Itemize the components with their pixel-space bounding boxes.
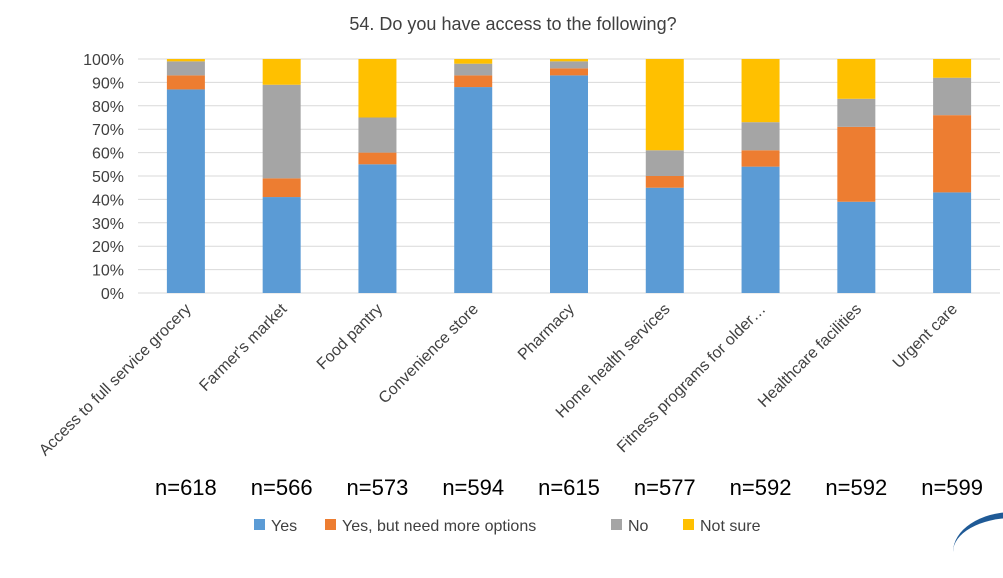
bar-segment [262, 197, 301, 293]
bar-segment [837, 126, 876, 202]
sample-size-label: n=573 [347, 475, 409, 500]
y-tick-label: 90% [92, 75, 124, 92]
bar-segment [645, 150, 684, 176]
sample-size-label: n=599 [921, 475, 983, 500]
sample-size-label: n=592 [730, 475, 792, 500]
x-category-label: Pharmacy [515, 301, 578, 364]
sample-size-label: n=618 [155, 475, 217, 500]
bar-segment [837, 98, 876, 127]
x-category-label: Convenience store [376, 301, 482, 407]
bar-segment [358, 152, 397, 165]
bar-segment [741, 122, 780, 151]
sample-size-label: n=615 [538, 475, 600, 500]
bar-segment [262, 84, 301, 179]
sample-size-label: n=566 [251, 475, 313, 500]
bar-segment [933, 115, 972, 193]
x-category-label: Healthcare facilities [755, 301, 865, 411]
bars [166, 59, 972, 293]
bar-segment [550, 68, 588, 76]
legend: Yes Yes, but need more options No Not sure [254, 518, 761, 535]
legend-swatch [325, 519, 336, 530]
bar-segment [550, 75, 588, 293]
y-tick-label: 50% [92, 169, 124, 186]
sample-size-label: n=592 [825, 475, 887, 500]
bar-segment [166, 75, 205, 90]
y-tick-label: 60% [92, 146, 124, 163]
y-tick-label: 40% [92, 192, 124, 209]
x-axis-labels: Access to full service grocery Farmer's m… [36, 300, 961, 459]
bar-segment [933, 59, 972, 78]
sample-size-label: n=577 [634, 475, 696, 500]
bar-segment [358, 164, 397, 293]
bar-segment [645, 59, 684, 151]
y-tick-label: 80% [92, 99, 124, 116]
y-tick-label: 20% [92, 239, 124, 256]
y-tick-label: 70% [92, 122, 124, 139]
bar-segment [454, 59, 493, 64]
legend-swatch [611, 519, 622, 530]
bar-segment [550, 59, 588, 62]
x-category-label: Urgent care [890, 301, 961, 372]
bar-segment [741, 150, 780, 167]
bar-segment [454, 63, 493, 76]
legend-label: Yes, but need more options [342, 518, 536, 535]
y-tick-label: 30% [92, 216, 124, 233]
bar-segment [550, 61, 588, 69]
chart-title: 54. Do you have access to the following? [349, 14, 676, 34]
bar-segment [741, 59, 780, 123]
x-category-label: Food pantry [314, 301, 386, 373]
bar-segment [645, 176, 684, 188]
bar-segment [262, 178, 301, 198]
bar-segment [933, 77, 972, 116]
bar-segment [645, 187, 684, 293]
bar-segment [262, 59, 301, 85]
x-category-label: Access to full service grocery [36, 301, 195, 460]
bar-segment [358, 59, 397, 118]
legend-label: Yes [271, 518, 297, 535]
y-tick-label: 10% [92, 263, 124, 280]
bar-segment [741, 166, 780, 293]
sample-size-label: n=594 [442, 475, 504, 500]
bar-segment [166, 59, 205, 62]
bar-segment [166, 89, 205, 293]
x-category-label: Farmer's market [196, 300, 290, 394]
bar-segment [837, 59, 876, 99]
bar-segment [837, 201, 876, 293]
y-tick-label: 100% [83, 52, 124, 69]
y-axis: 0% 10% 20% 30% 40% 50% 60% 70% 80% 90% 100% [83, 52, 124, 303]
sample-size-labels: n=618 n=566 n=573 n=594 n=615 n=577 n=592 n=592… [155, 475, 983, 500]
bar-segment [454, 87, 493, 293]
legend-swatch [254, 519, 265, 530]
bar-segment [454, 75, 493, 88]
y-tick-label: 0% [101, 286, 124, 303]
bar-segment [166, 61, 205, 76]
legend-label: No [628, 518, 649, 535]
legend-swatch [683, 519, 694, 530]
legend-label: Not sure [700, 518, 761, 535]
bar-segment [933, 192, 972, 293]
stacked-bar-chart: 54. Do you have access to the following?… [36, 14, 1000, 535]
bar-segment [358, 117, 397, 153]
